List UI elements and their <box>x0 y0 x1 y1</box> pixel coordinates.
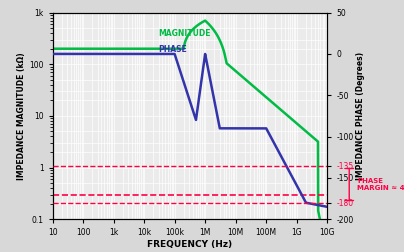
Text: PHASE: PHASE <box>159 45 187 54</box>
X-axis label: FREQUENCY (Hz): FREQUENCY (Hz) <box>147 240 232 249</box>
Y-axis label: IMPEDANCE MAGNITUDE (kΩ): IMPEDANCE MAGNITUDE (kΩ) <box>17 52 26 180</box>
Y-axis label: IMPEDANCE PHASE (Degrees): IMPEDANCE PHASE (Degrees) <box>356 52 365 180</box>
Text: MAGNITUDE: MAGNITUDE <box>159 28 211 38</box>
Text: PHASE
MARGIN ≈ 45°: PHASE MARGIN ≈ 45° <box>358 178 404 191</box>
